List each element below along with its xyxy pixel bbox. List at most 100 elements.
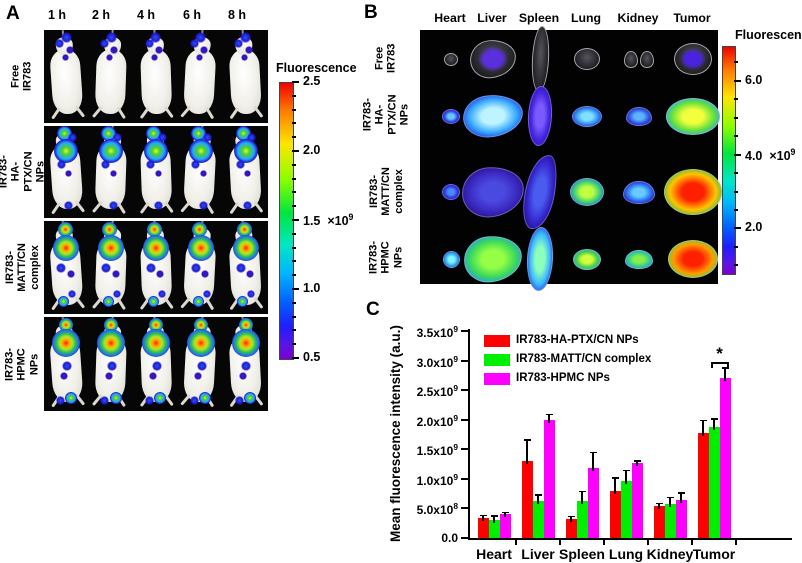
error-bar-whisker [482,515,484,521]
error-bar-whisker [702,420,704,436]
error-bar-whisker [669,497,671,508]
mouse-leg [163,201,174,214]
fluorescence-blob [65,170,73,178]
fluorescence-blob [52,329,81,358]
error-bar-cap [545,413,553,416]
fluorescence-blob [106,54,114,62]
fluorescence-blob [191,221,207,237]
fluorescence-blob [149,372,158,381]
colorbar-tick [292,177,296,180]
fluorescence-blob [109,170,117,178]
fluorescence-blob [61,54,69,62]
bar [609,490,621,538]
fluorescence-blob [56,160,66,170]
organ-image [574,48,600,70]
fluorescence-blob [195,54,203,62]
fluorescence-blob [108,200,118,210]
organ-image [468,38,518,80]
bar [664,504,676,538]
x-category-label: Tumor [692,546,736,562]
mouse-leg [139,202,150,215]
mouse-leg [91,297,103,310]
bar [719,378,731,538]
error-bar-whisker [713,419,715,430]
bar [543,419,555,538]
mouse-silhouette [178,30,223,123]
legend-swatch [484,354,510,366]
x-category-label: Liver [521,546,555,562]
organ-image [442,250,460,268]
fluorescence-blob [64,391,77,404]
colorbar-tick [734,79,741,82]
organ-image [573,248,601,270]
colorbar-tick [734,98,738,101]
fluorescence-blob [62,360,73,371]
organ-column-label: Heart [434,11,466,25]
colorbar-tick [292,343,296,346]
fluorescence-blob [55,396,65,406]
fluorescence-blob [234,39,244,49]
fluorescence-blob [146,262,157,273]
organ-image [526,85,554,147]
colorbar-tick [292,315,296,318]
error-bar-whisker [548,414,550,423]
x-category-label: Lung [608,546,644,562]
fluorescence-blob [247,290,256,299]
mouse-image-row [44,126,268,218]
fluorescence-blob [196,360,207,371]
row-label-text: IR783- HPMC NPs [367,240,405,274]
y-tick-label: 2.5x109 [416,383,458,400]
error-bar-cap [655,502,663,505]
bar [565,519,577,538]
kidney-lobe [640,50,654,68]
fluorescence-blob [156,270,165,278]
fluorescence-blob [235,262,246,273]
time-label: 6 h [182,8,202,22]
fluorescence-blob [201,270,210,278]
colorbar-tick-label: 1.5 ×109 [303,212,354,229]
mouse-image [89,221,134,314]
fluorescence-blob [55,39,65,49]
panel-b-row-label: Free IR783 [364,32,408,84]
fluorescence-blob [234,396,244,406]
mouse-image [223,30,268,123]
panel-c-label: C [366,299,380,320]
fluorescence-blob [104,372,113,381]
fluorescence-blob [58,296,70,308]
fluorescence-blob [56,126,72,141]
y-tick-label: 1.0x109 [416,471,458,488]
fluorescence-blob [99,138,124,163]
colorbar-tick [292,274,296,277]
fluorescence-blob [65,45,74,54]
fluorescence-blob [59,372,68,381]
fluorescence-blob [99,39,109,49]
legend-swatch [484,373,510,385]
colorbar-tick [292,94,296,97]
mouse-leg [74,105,86,118]
bar [576,501,588,538]
organ-image [442,108,460,124]
error-bar-cap [721,367,729,369]
panel-a-colorbar-gradient [279,82,294,360]
organ-core-glow [681,49,705,69]
legend-item: IR783-MATT/CN complex [484,353,674,367]
significance-star: * [716,344,723,364]
kidney-lobe [624,50,638,68]
colorbar-tick [292,108,296,111]
fluorescence-blob [104,317,119,332]
error-bar-cap [479,514,487,517]
organ-column-label: Tumor [673,11,711,25]
fluorescence-blob [100,396,110,406]
mouse-image [223,126,268,218]
fluorescence-blob [142,234,169,261]
fluorescence-blob [157,290,166,299]
x-category-label: Kidney [646,546,694,562]
fluorescence-blob [155,45,164,54]
colorbar-tick [292,136,296,139]
mouse-leg [116,106,126,120]
organ-image [525,226,555,292]
error-bar-whisker [493,516,495,523]
fluorescence-blob [107,360,118,371]
fluorescence-blob [146,160,156,170]
